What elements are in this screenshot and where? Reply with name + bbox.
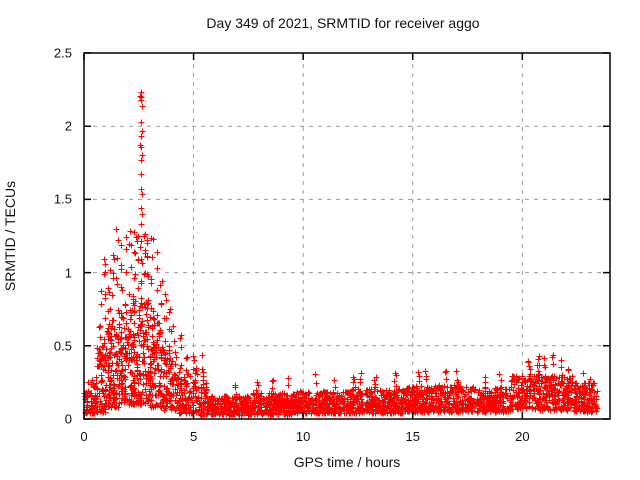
y-tick-label: 2.5 bbox=[53, 45, 72, 61]
y-tick-label: 0 bbox=[64, 411, 72, 427]
x-tick-label: 5 bbox=[189, 429, 198, 444]
y-tick-label: 2 bbox=[64, 118, 72, 134]
grid-lines bbox=[84, 53, 610, 419]
y-tick-label: 0.5 bbox=[53, 338, 72, 354]
chart-title: Day 349 of 2021, SRMTID for receiver agg… bbox=[206, 15, 480, 31]
x-tick-label: 20 bbox=[515, 429, 530, 444]
axis-tick-marks bbox=[83, 52, 610, 420]
plot-border bbox=[83, 52, 611, 420]
x-tick-label: 10 bbox=[295, 429, 311, 444]
y-tick-label: 1.5 bbox=[53, 191, 72, 207]
x-axis-label: GPS time / hours bbox=[293, 454, 401, 470]
y-tick-label: 1 bbox=[64, 265, 72, 281]
scatter-points bbox=[81, 89, 601, 419]
y-axis-label: SRMTID / TECUs bbox=[2, 180, 18, 292]
x-tick-label: 0 bbox=[80, 429, 88, 444]
x-tick-label: 15 bbox=[405, 429, 420, 444]
